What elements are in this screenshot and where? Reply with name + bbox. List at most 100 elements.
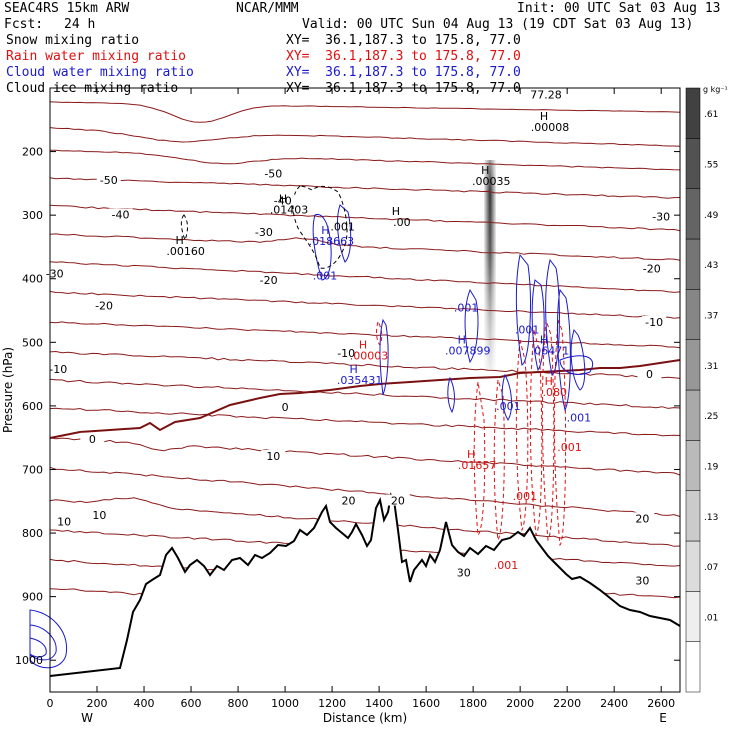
field-snow-xy: XY= 36.1,187.3 to 175.8, 77.0 [286,33,521,48]
x-tick-label: 2000 [506,697,534,710]
contour-value-label: .001 [567,411,592,424]
isotherm-line [49,261,681,293]
cloud-water-contour [501,373,513,421]
colorbar-level-label: .37 [704,312,718,322]
maximum-marker-label: H [540,334,548,347]
isotherm-label: 20 [391,495,405,508]
isotherm-label-bg [649,210,674,222]
isotherm-label: -50 [100,174,118,187]
contour-value-label: .001 [454,301,479,314]
snow-shading [484,160,496,370]
isotherm-label-bg [261,167,286,179]
axes: 0 200 400 600 800 1000 1200 1400 1600 1800 2000 220… [1,87,681,725]
isotherm-label: 0 [282,401,289,414]
maximum-marker-label: H [359,339,367,352]
center-title: NCAR/MMM [236,1,299,16]
cloud-water-contour [312,213,332,281]
rain-water-contours [376,319,567,547]
isotherm-label-bg [96,174,121,186]
top-value-label: 77.28 [530,88,562,101]
x-tick-label: 1800 [459,697,487,710]
isotherm-label-bg [251,226,276,238]
cloud-water-contour [559,355,593,375]
isotherm-label-bg [92,299,117,311]
cloud-water-contour [531,279,545,372]
isotherm-label: -10 [337,347,355,360]
cloud-ice-contour [292,185,348,269]
x-tick-label: 2600 [647,697,675,710]
maximum-value-label: .00003 [350,350,389,363]
isotherm-label-bg [46,362,71,374]
rain-water-contour [515,339,529,532]
isotherm-label: -40 [274,194,292,207]
cloud-ice-contours [180,185,348,269]
isotherm-line [49,466,681,517]
isotherm-label-bg [639,262,664,274]
cloud-ice-contour [180,214,188,242]
colorbar-segment [685,540,701,592]
y-tick-label: 300 [22,209,43,222]
isotherm-label: 10 [92,509,106,522]
field-snow-name: Snow mixing ratio [6,33,140,48]
field-rain-xy: XY= 36.1,187.3 to 175.8, 77.0 [286,49,521,64]
rain-water-contour [553,319,567,547]
isotherm-line [49,149,681,171]
x-tick-label: 0 [47,697,54,710]
isotherm-line [49,321,681,349]
field-cloudwater-name: Cloud water mixing ratio [6,65,194,80]
colorbar-segment [685,188,701,240]
isotherm-line [49,204,681,232]
colorbar-segment [685,87,701,139]
isotherm-label-bg [630,512,655,524]
isotherm-label: -30 [255,226,273,239]
contour-value-label: .001 [515,324,540,337]
colorbar-level-label: .61 [704,110,718,120]
terrain-fill [50,495,680,692]
init-time: Init: 00 UTC Sat 03 Aug 13 [517,1,721,16]
field-rain-name: Rain water mixing ratio [6,49,187,64]
model-title: SEAC4RS 15km ARW [4,1,130,16]
field-cloudwater-xy: XY= 36.1,187.3 to 175.8, 77.0 [286,65,521,80]
colorbar-level-label: .25 [704,412,718,422]
y-tick-label: 500 [22,336,43,349]
maximum-marker-label: H [349,363,357,376]
cloud-water-contour [29,624,57,661]
y-tick-label: 1000 [15,654,43,667]
isotherm-line [49,233,681,261]
colorbar-level-label: .55 [704,161,718,171]
isotherm-label: -20 [95,299,113,312]
isotherm-line [49,378,681,409]
isotherm-label: -50 [264,168,282,181]
contour-labels: -50 -50-40-40-30-30-30-20-20-20-10-10-100… [42,88,674,588]
isotherm-label-bg [261,450,286,462]
isotherm-label-bg [336,494,361,506]
maximum-marker-label: H [321,224,329,237]
isotherm-label-bg [42,267,67,279]
cloud-water-contours [29,204,593,669]
isotherm-zero-line [49,359,681,439]
isotherm-label: 0 [646,368,653,381]
colorbar-segment [685,238,701,290]
rain-water-contour [541,319,555,542]
cloud-water-contour [379,318,389,396]
colorbar-segment [685,289,701,340]
colorbar: .01 .07 .13 .19 .25 .31 .37 .43 .49 .55 .61 g kg⁻¹ [685,85,728,693]
maximum-value-label: .00008 [531,121,570,134]
contour-value-label: .001 [513,490,538,503]
x-tick-label: 1200 [318,697,346,710]
maximum-value-label: .00035 [472,175,511,188]
maximum-value-label: .018663 [309,235,355,248]
contour-value-label: .001 [330,221,355,234]
maximum-value-label: .00160 [166,245,205,258]
x-tick-label: 1400 [365,697,393,710]
isotherm-line [49,177,681,199]
isotherm-line [49,437,681,476]
x-tick-label: 2400 [600,697,628,710]
isotherm-line [49,127,681,147]
colorbar-segment [685,490,701,542]
isotherm-line [49,290,681,319]
x-tick-label: 800 [228,697,249,710]
y-tick-label: 400 [22,273,43,286]
isotherm-label: -10 [49,363,67,376]
